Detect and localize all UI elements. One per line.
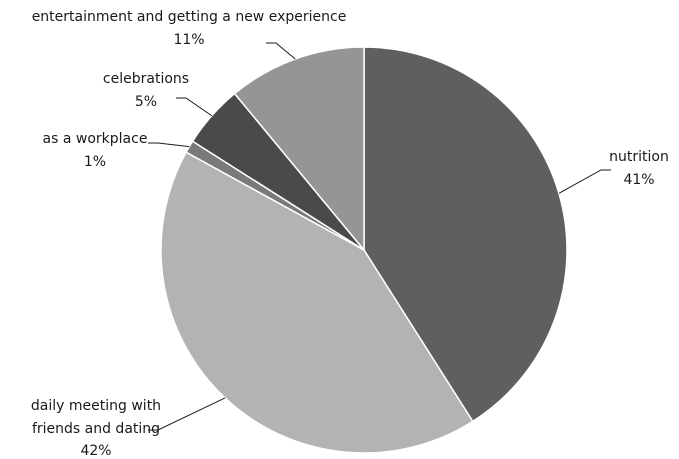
slice-label-daily-meeting-line1: daily meeting with xyxy=(31,398,161,414)
pie-slices xyxy=(160,46,568,454)
leader-lines xyxy=(148,42,611,431)
leader-line-daily-meeting xyxy=(148,397,226,431)
slice-label-workplace: as a workplace xyxy=(43,131,148,147)
leader-line-nutrition xyxy=(558,169,611,194)
slice-label-celebrations: celebrations xyxy=(103,71,189,87)
leader-line-celebrations xyxy=(176,97,213,117)
slice-value-nutrition: 41% xyxy=(623,172,654,188)
slice-value-workplace: 1% xyxy=(84,154,106,170)
slice-value-celebrations: 5% xyxy=(135,94,157,110)
label-workplace: as a workplace 1% xyxy=(43,131,148,170)
slice-label-entertainment: entertainment and getting a new experien… xyxy=(32,9,347,25)
label-celebrations: celebrations 5% xyxy=(103,71,189,110)
label-nutrition: nutrition 41% xyxy=(609,149,669,188)
label-entertainment: entertainment and getting a new experien… xyxy=(32,9,347,48)
slice-value-entertainment: 11% xyxy=(173,32,204,48)
slice-value-daily-meeting: 42% xyxy=(80,443,111,459)
slice-label-nutrition: nutrition xyxy=(609,149,669,165)
label-daily-meeting: daily meeting with friends and dating 42… xyxy=(31,398,161,459)
leader-line-entertainment xyxy=(266,42,296,60)
pie-slice-nutrition xyxy=(363,46,568,423)
pie-slice-entertainment xyxy=(233,46,365,253)
slice-label-daily-meeting-line2: friends and dating xyxy=(32,421,160,437)
leader-line-workplace xyxy=(148,142,190,148)
